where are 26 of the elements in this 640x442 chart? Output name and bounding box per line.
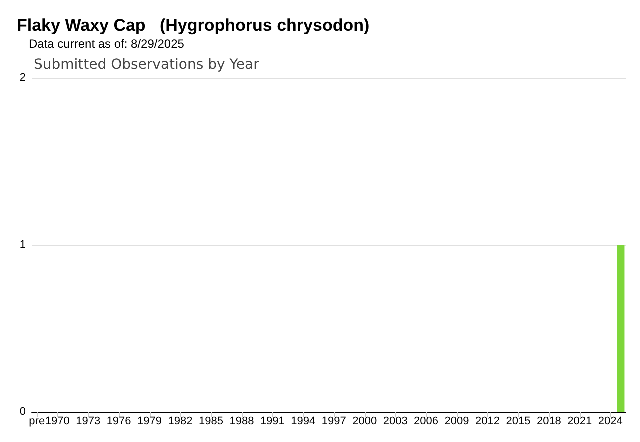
x-tick-label: 1988	[230, 416, 254, 428]
x-tick-label: 2015	[506, 416, 531, 428]
x-tick-label: 1970	[45, 416, 70, 428]
x-tick-label: 1985	[198, 416, 224, 428]
y-tick-label: 1	[20, 239, 26, 251]
x-tick-label: pre	[29, 416, 46, 428]
x-tick-label: 1979	[138, 416, 162, 428]
x-tick-label: 1997	[322, 416, 346, 428]
x-tick-label: 2021	[568, 416, 592, 428]
x-tick-label: 1982	[168, 416, 193, 428]
x-tick-label: 1976	[106, 416, 132, 428]
x-tick-label: 1973	[76, 416, 101, 428]
x-tick-label: 2024	[598, 416, 623, 428]
x-tick-label: 2012	[476, 416, 500, 428]
x-tick-label: 1994	[291, 416, 316, 428]
x-tick-label: 2003	[383, 416, 408, 428]
y-tick-label: 0	[20, 406, 26, 418]
x-tick-label: 2000	[352, 416, 378, 428]
y-tick-label: 2	[20, 72, 26, 84]
x-tick-label: 2018	[536, 416, 562, 428]
chart-subtitle: Data current as of: 8/29/2025	[29, 37, 185, 51]
x-tick-label: 1991	[260, 416, 285, 428]
x-tick-label: 2006	[414, 416, 439, 428]
text: Submitted Observations by Year	[34, 57, 260, 73]
x-tick-label: 2009	[444, 416, 470, 428]
chart-title: Flaky Waxy Cap (Hygrophorus chrysodon)	[17, 16, 370, 35]
